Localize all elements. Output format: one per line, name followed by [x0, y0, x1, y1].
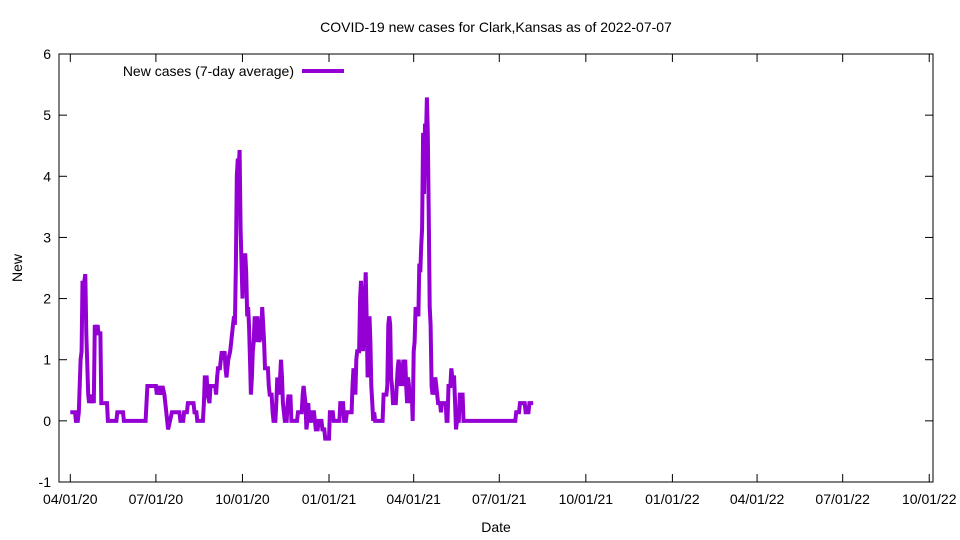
x-tick-label: 07/01/21	[472, 491, 527, 507]
x-tick-label: 07/01/22	[815, 491, 870, 507]
x-tick-label: 10/01/20	[215, 491, 270, 507]
x-tick-label: 04/01/20	[43, 491, 98, 507]
y-tick-label: -1	[39, 474, 52, 490]
legend: New cases (7-day average)	[123, 63, 344, 79]
y-tick-label: 0	[43, 413, 51, 429]
series-group	[70, 97, 534, 441]
series-line-0	[70, 97, 534, 441]
x-axis-label: Date	[481, 519, 511, 535]
y-tick-label: 5	[43, 107, 51, 123]
y-tick-label: 4	[43, 168, 51, 184]
y-axis-label: New	[9, 253, 25, 282]
plot-frame	[58, 53, 934, 483]
x-tick-label: 01/01/21	[302, 491, 357, 507]
y-tick-label: 6	[43, 46, 51, 62]
y-tick-label: 1	[43, 352, 51, 368]
x-tick-label: 04/01/22	[730, 491, 785, 507]
chart-title: COVID-19 new cases for Clark,Kansas as o…	[320, 19, 672, 35]
legend-label: New cases (7-day average)	[123, 63, 294, 79]
x-tick-label: 07/01/20	[129, 491, 184, 507]
x-tick-label: 10/01/22	[902, 491, 957, 507]
x-tick-label: 01/01/22	[645, 491, 700, 507]
y-tick-label: 3	[43, 229, 51, 245]
x-tick-label: 04/01/21	[386, 491, 441, 507]
x-tick-label: 10/01/21	[559, 491, 614, 507]
axis-ticks: -1 0 1 2 3 4 5 6 04/01/20 07/01/20 10/01/20 01/01/2…	[39, 46, 957, 507]
y-tick-label: 2	[43, 291, 51, 307]
